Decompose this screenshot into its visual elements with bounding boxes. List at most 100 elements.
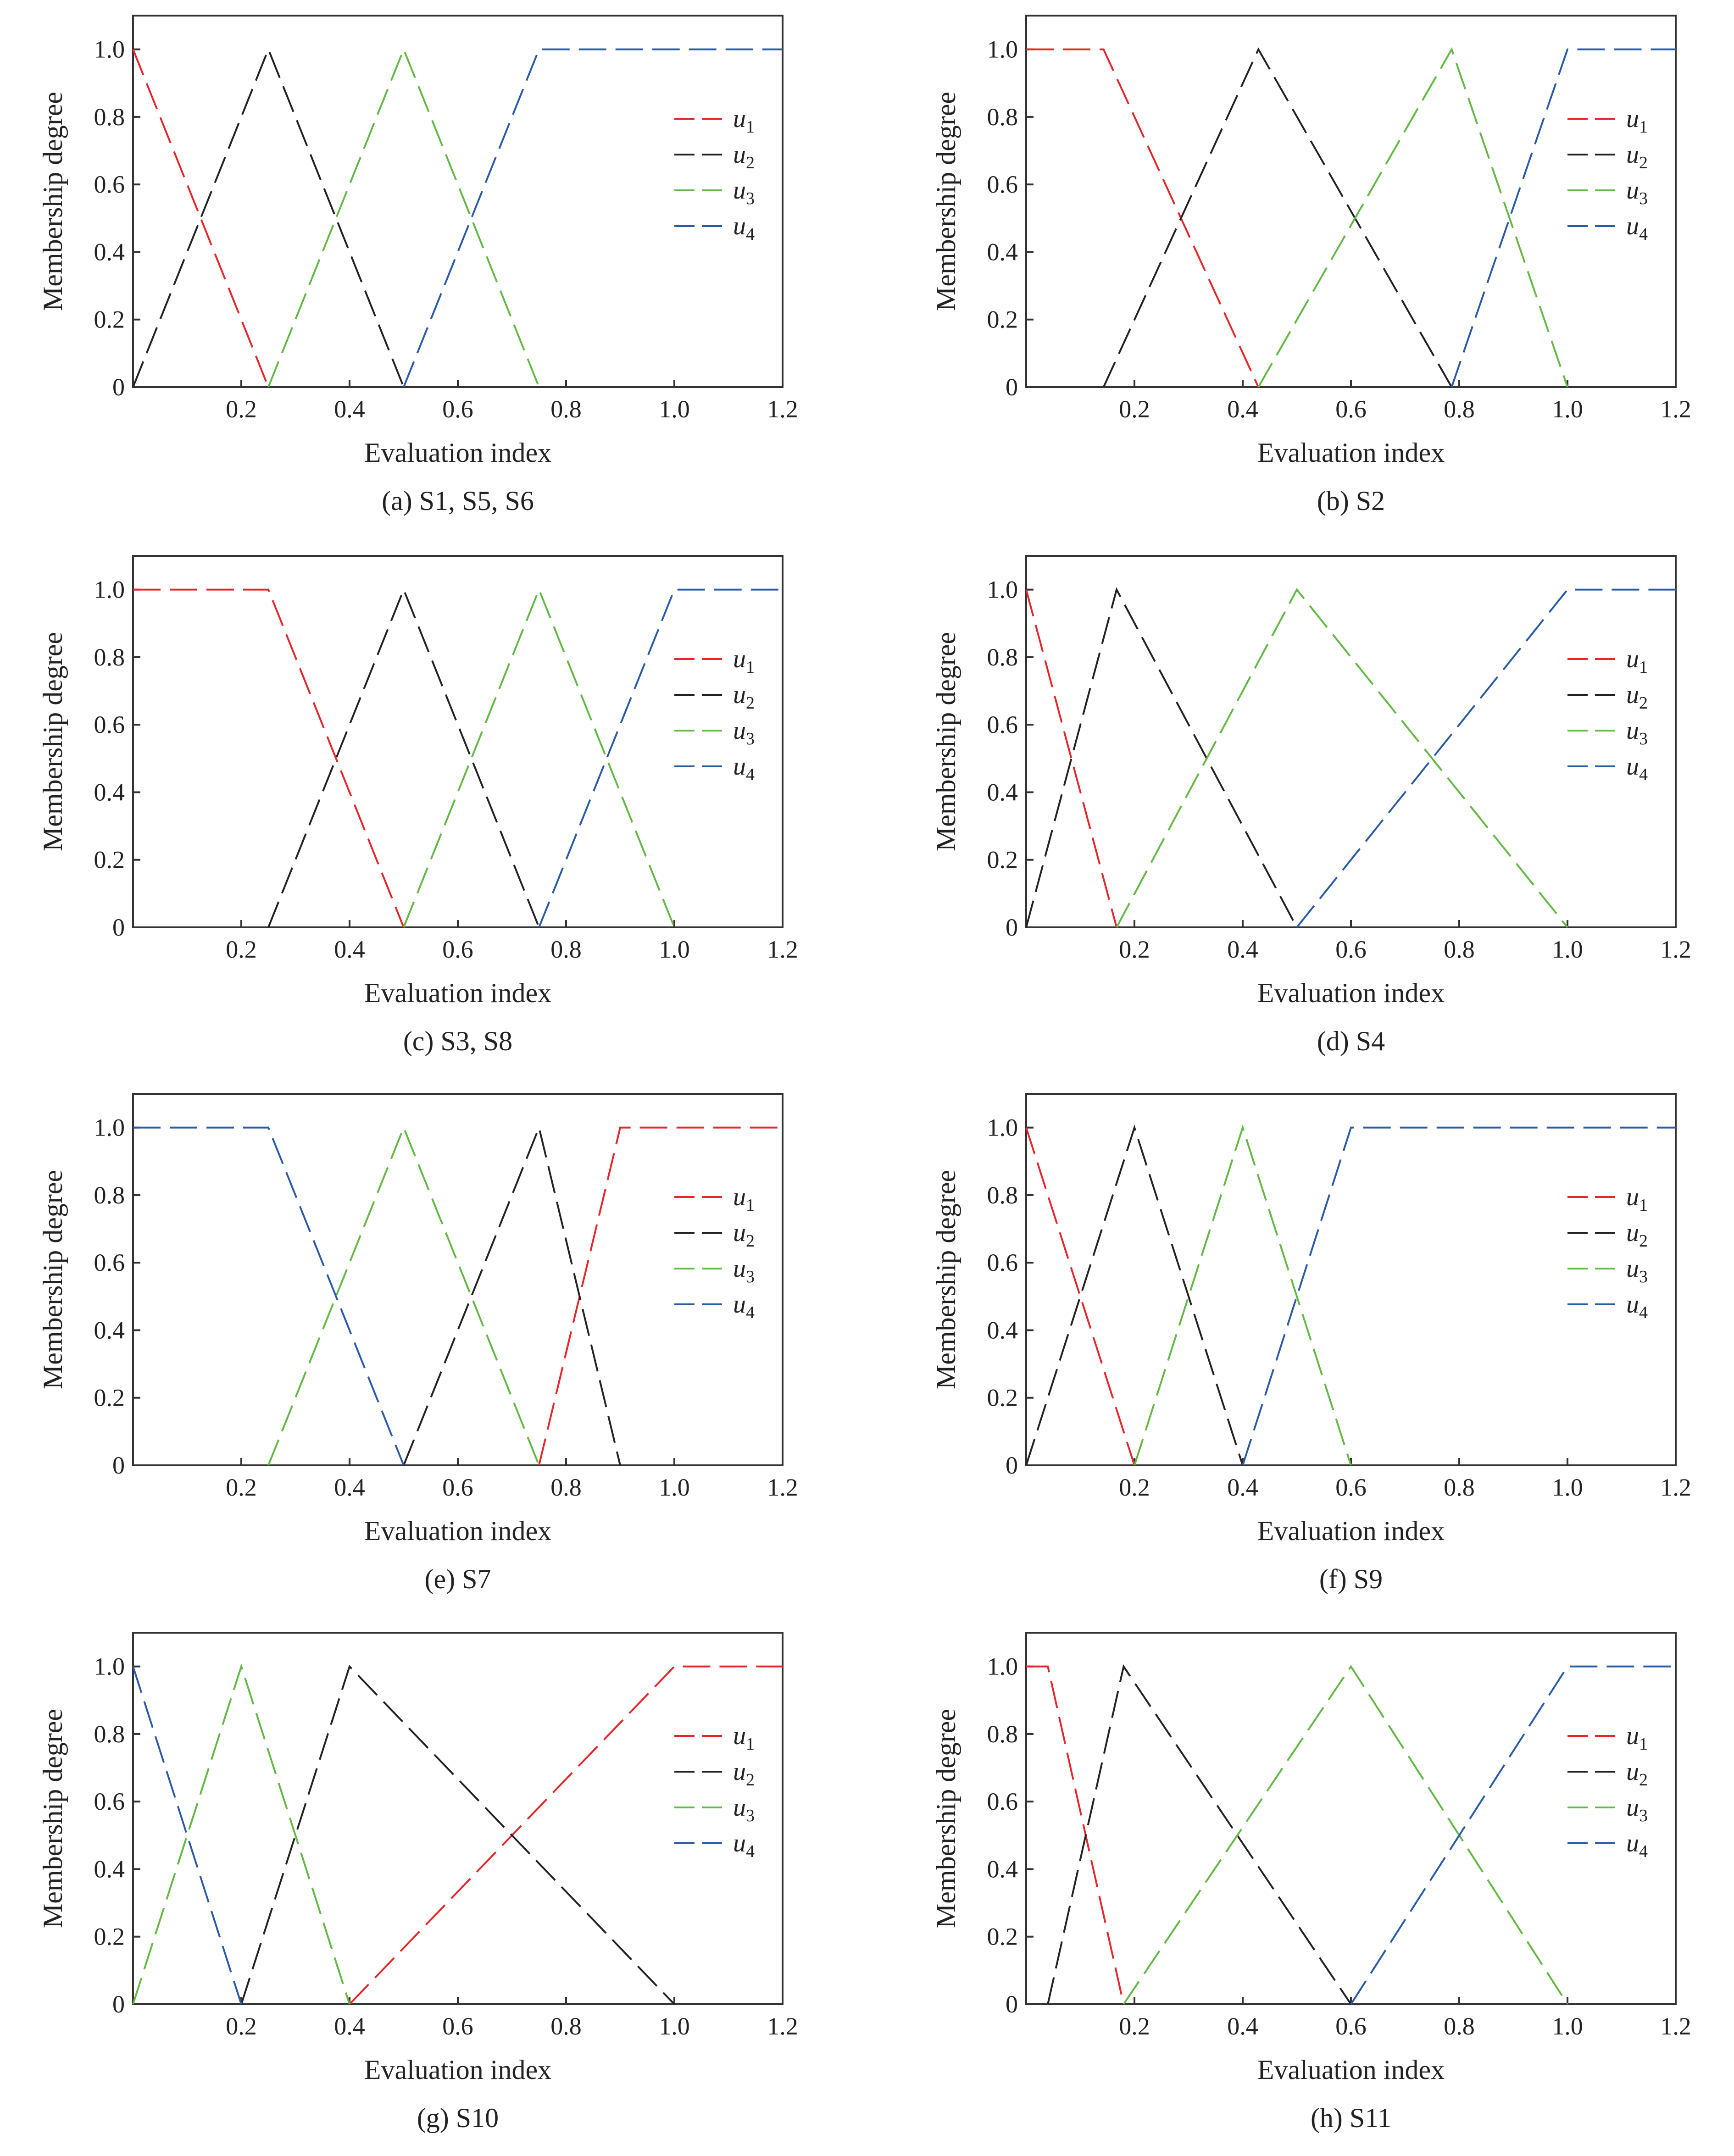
legend-label-u4: u4: [733, 1290, 755, 1322]
x-tick-label: 0.4: [334, 395, 365, 423]
x-tick-label: 1.2: [767, 1474, 798, 1501]
y-tick-label: 0.6: [987, 711, 1018, 738]
x-tick-label: 1.0: [659, 936, 690, 963]
x-tick-label: 0.8: [550, 395, 582, 423]
y-tick-label: 0: [1006, 914, 1018, 941]
y-tick-label: 1.0: [987, 576, 1018, 604]
x-tick-label: 0.6: [1335, 1474, 1367, 1501]
series-line-u3: [1134, 1125, 1352, 1466]
legend-label-u2: u2: [1626, 681, 1648, 713]
legend-label-u2: u2: [733, 1757, 755, 1790]
legend-label-u2: u2: [733, 140, 755, 172]
y-tick-label: 0.6: [94, 1249, 125, 1276]
series-line-u1: [133, 588, 405, 928]
chart-caption: (f) S9: [1319, 1564, 1383, 1594]
y-tick-label: 0.8: [94, 643, 125, 671]
x-tick-label: 1.2: [767, 2012, 798, 2040]
x-tick-label: 0.2: [226, 1474, 257, 1501]
series-line-u3: [132, 1663, 350, 2005]
y-tick-label: 0.6: [94, 711, 125, 738]
x-tick-label: 1.2: [767, 395, 798, 423]
series-line-u3: [267, 47, 540, 388]
series-line-u1: [538, 1126, 783, 1466]
y-tick-label: 0.6: [987, 1788, 1018, 1815]
x-axis-label: Evaluation index: [364, 1516, 551, 1546]
legend-label-u4: u4: [1626, 1290, 1648, 1322]
series-line-u2: [267, 587, 540, 928]
legend-label-u3: u3: [1626, 716, 1648, 748]
legend-label-u1: u1: [733, 1722, 755, 1754]
y-axis-label: Membership degree: [38, 1709, 68, 1928]
y-tick-label: 0: [112, 1990, 125, 2018]
chart-panel-1: 0 0.2 0.4 0.6 0.8 1.0 0.2 0.4 0.6 0.8 1.0 1.2 Evalua…: [38, 15, 798, 516]
legend-label-u2: u2: [733, 1219, 755, 1251]
series-line-u3: [1123, 1664, 1568, 2005]
series-line-u4: [403, 48, 783, 388]
chart-caption: (h) S11: [1311, 2103, 1391, 2133]
y-tick-label: 0.4: [987, 238, 1018, 266]
series-line-u1: [1026, 48, 1260, 388]
y-tick-label: 0: [112, 914, 125, 941]
series-line-u2: [132, 47, 405, 388]
y-tick-label: 1.0: [94, 1653, 125, 1680]
chart-caption: (c) S3, S8: [403, 1026, 512, 1056]
x-tick-label: 0.2: [226, 2012, 257, 2040]
series-line-u1: [1025, 589, 1118, 928]
x-tick-label: 0.2: [1119, 936, 1150, 963]
plot-frame: [132, 15, 784, 388]
series-line-u4: [133, 1126, 405, 1466]
x-tick-label: 1.0: [1552, 1474, 1583, 1501]
chart-caption: (d) S4: [1317, 1026, 1385, 1056]
y-tick-label: 0.6: [987, 171, 1018, 198]
chart-panel-5: 0 0.2 0.4 0.6 0.8 1.0 0.2 0.4 0.6 0.8 1.0 1.2 Evalua…: [38, 1093, 798, 1594]
legend-label-u1: u1: [1626, 1183, 1648, 1215]
chart-caption: (e) S7: [425, 1564, 491, 1594]
legend-label-u3: u3: [1626, 1254, 1648, 1286]
chart-panel-6: 0 0.2 0.4 0.6 0.8 1.0 0.2 0.4 0.6 0.8 1.0 1.2 Evalua…: [931, 1093, 1691, 1594]
series-line-u3: [1257, 47, 1568, 388]
plot-frame: [132, 555, 784, 928]
series-line-u2: [1025, 587, 1298, 928]
x-axis-label: Evaluation index: [1257, 2055, 1445, 2085]
x-tick-label: 1.2: [767, 936, 798, 963]
x-tick-label: 1.2: [1660, 936, 1691, 963]
y-tick-label: 0.6: [987, 1249, 1018, 1276]
series-line-u3: [403, 587, 675, 928]
x-tick-label: 0.2: [226, 395, 257, 423]
legend-label-u4: u4: [1626, 212, 1648, 244]
y-tick-label: 0.4: [94, 1855, 125, 1883]
legend-label-u3: u3: [733, 1254, 755, 1286]
x-axis-label: Evaluation index: [364, 978, 551, 1008]
y-tick-label: 0.8: [94, 1181, 125, 1209]
plot-frame: [1025, 555, 1677, 928]
x-tick-label: 1.0: [659, 2012, 690, 2040]
x-tick-label: 0.8: [1444, 1474, 1475, 1501]
y-tick-label: 0.2: [94, 1923, 125, 1951]
x-tick-label: 1.0: [1552, 2012, 1583, 2040]
x-tick-label: 0.8: [1444, 936, 1475, 963]
legend-label-u4: u4: [733, 752, 755, 784]
series-line-u3: [1116, 587, 1568, 928]
x-tick-label: 0.8: [1444, 2012, 1475, 2040]
y-tick-label: 0.2: [987, 1384, 1018, 1412]
series-line-u4: [1451, 48, 1676, 388]
series-line-u4: [538, 588, 783, 928]
chart-panel-3: 0 0.2 0.4 0.6 0.8 1.0 0.2 0.4 0.6 0.8 1.0 1.2 Evalua…: [38, 555, 798, 1056]
y-tick-label: 1.0: [987, 1114, 1018, 1142]
x-tick-label: 0.4: [334, 1474, 365, 1501]
y-tick-label: 0.2: [987, 846, 1018, 874]
series-line-u2: [403, 1125, 621, 1466]
chart-panel-2: 0 0.2 0.4 0.6 0.8 1.0 0.2 0.4 0.6 0.8 1.0 1.2 Evalua…: [931, 15, 1691, 516]
series-line-u3: [267, 1125, 540, 1466]
x-tick-label: 1.0: [1552, 395, 1583, 423]
legend-label-u2: u2: [1626, 1757, 1648, 1790]
y-tick-label: 1.0: [94, 576, 125, 604]
y-tick-label: 0.2: [94, 846, 125, 874]
y-tick-label: 0.6: [94, 171, 125, 198]
y-axis-label: Membership degree: [931, 632, 961, 851]
y-axis-label: Membership degree: [931, 1170, 961, 1389]
x-tick-label: 0.2: [1119, 1474, 1150, 1501]
x-tick-label: 0.2: [226, 936, 257, 963]
legend-label-u1: u1: [1626, 1722, 1648, 1754]
x-tick-label: 0.4: [1227, 2012, 1258, 2040]
